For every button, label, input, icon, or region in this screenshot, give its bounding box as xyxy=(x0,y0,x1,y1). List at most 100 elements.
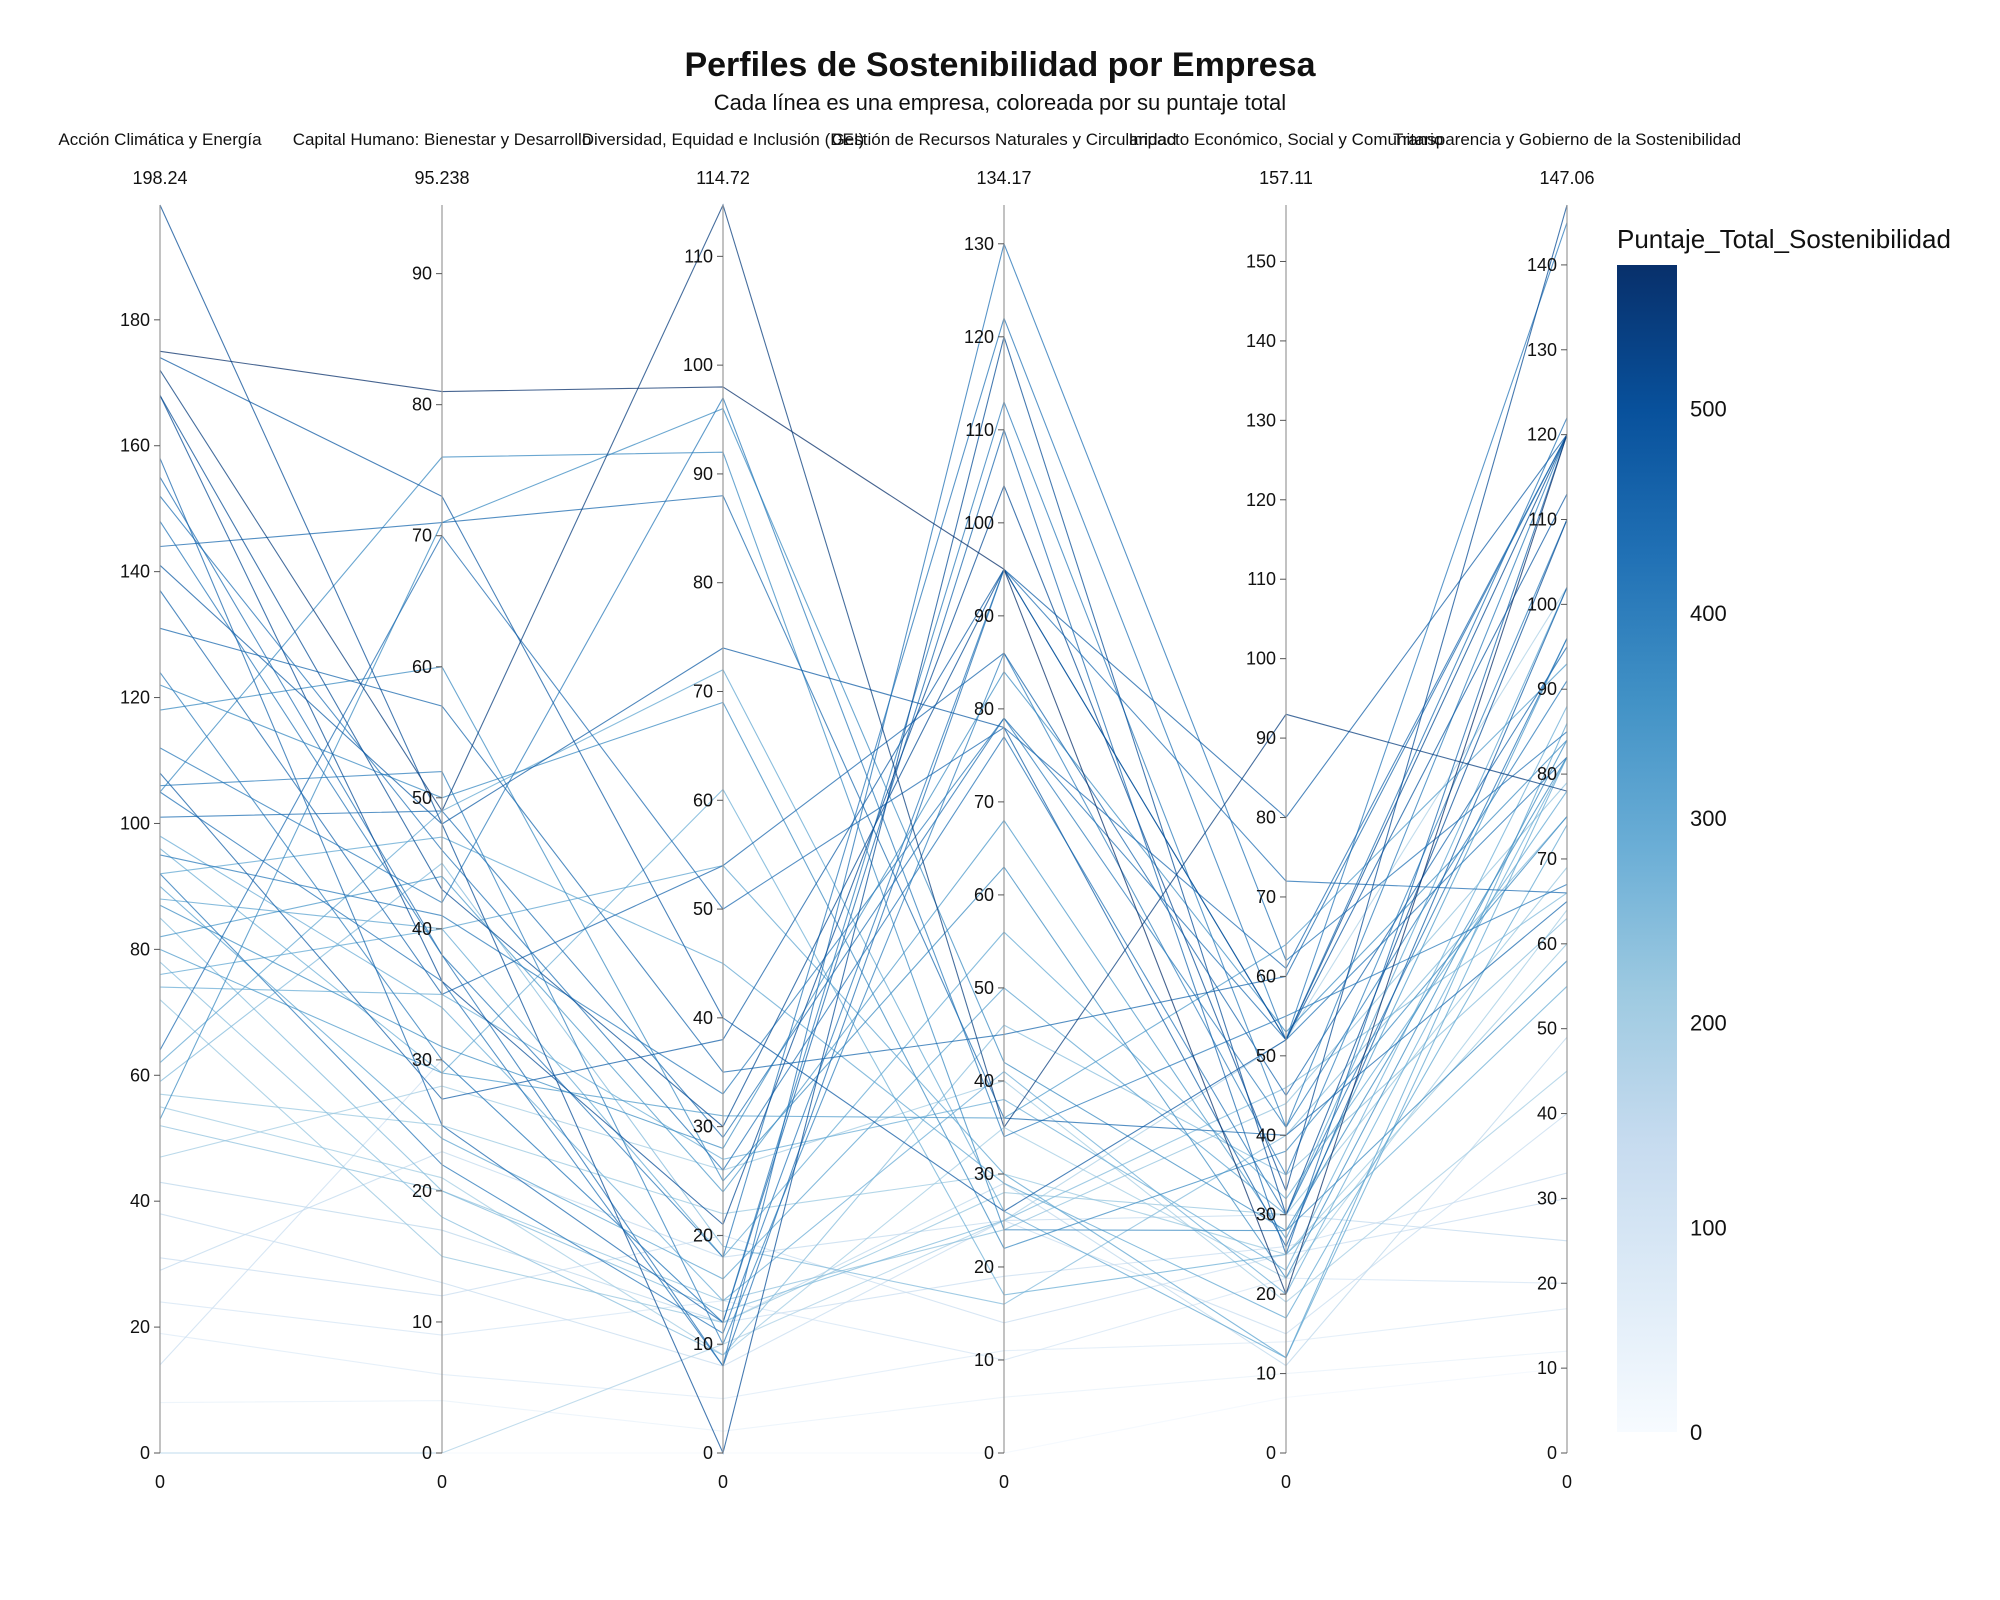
colorbar-gradient xyxy=(1617,265,1677,1432)
axis-max-label: 147.06 xyxy=(1539,168,1594,188)
tick-label: 120 xyxy=(1527,425,1557,445)
tick-label: 90 xyxy=(1537,679,1557,699)
axis-max-label: 198.24 xyxy=(132,168,187,188)
colorbar-tick-label: 200 xyxy=(1690,1011,1727,1036)
axis-title: Acción Climática y Energía xyxy=(58,130,262,149)
tick-label: 120 xyxy=(120,688,150,708)
tick-label: 70 xyxy=(693,681,713,701)
tick-label: 10 xyxy=(1256,1364,1276,1384)
axis-min-label: 0 xyxy=(1281,1472,1291,1492)
company-line-51 xyxy=(159,1277,1568,1361)
tick-label: 160 xyxy=(120,436,150,456)
tick-label: 130 xyxy=(1527,340,1557,360)
axis-title: Gestión de Recursos Naturales y Circular… xyxy=(832,130,1177,149)
company-line-33 xyxy=(159,638,1568,1240)
tick-label: 130 xyxy=(1246,410,1276,430)
tick-label: 60 xyxy=(974,885,994,905)
company-line-34 xyxy=(159,663,1568,1119)
tick-label: 20 xyxy=(1256,1284,1276,1304)
chart-title: Perfiles de Sostenibilidad por Empresa xyxy=(684,46,1316,84)
tick-label: 90 xyxy=(693,464,713,484)
tick-label: 80 xyxy=(974,699,994,719)
axis-4: 0 10 20 30 40 50 60 70 80 90 100 110 120 130 134.17 0 Ge… xyxy=(832,130,1177,1492)
tick-label: 70 xyxy=(1537,849,1557,869)
company-line-31 xyxy=(159,670,1568,1150)
company-line-27 xyxy=(159,222,1568,1335)
axis-min-label: 0 xyxy=(1562,1472,1572,1492)
tick-label: 0 xyxy=(422,1443,432,1463)
tick-label: 40 xyxy=(130,1191,150,1211)
tick-label: 50 xyxy=(693,899,713,919)
company-line-29 xyxy=(159,587,1568,1280)
axis-title: Impacto Económico, Social y Comunitario xyxy=(1129,130,1444,149)
company-line-53 xyxy=(159,1308,1568,1400)
tick-label: 50 xyxy=(412,788,432,808)
company-lines xyxy=(159,203,1568,1455)
tick-label: 110 xyxy=(1247,569,1276,589)
tick-label: 30 xyxy=(412,1050,432,1070)
tick-label: 90 xyxy=(974,606,994,626)
tick-label: 80 xyxy=(1256,808,1276,828)
tick-label: 90 xyxy=(412,264,432,284)
colorbar-tick-label: 0 xyxy=(1690,1420,1702,1445)
company-line-14 xyxy=(159,434,1568,1073)
tick-label: 30 xyxy=(1256,1205,1276,1225)
tick-label: 120 xyxy=(964,327,994,347)
axis-title: Diversidad, Equidad e Inclusión (DEI) xyxy=(582,130,865,149)
company-line-7 xyxy=(159,428,1568,1324)
tick-label: 40 xyxy=(1256,1125,1276,1145)
tick-label: 0 xyxy=(984,1443,994,1463)
tick-label: 90 xyxy=(1256,728,1276,748)
company-line-16 xyxy=(159,684,1568,1250)
axis-title: Transparencia y Gobierno de la Sostenibi… xyxy=(1393,130,1741,149)
tick-label: 30 xyxy=(974,1164,994,1184)
company-line-4 xyxy=(159,203,1568,1129)
tick-label: 40 xyxy=(693,1008,713,1028)
tick-label: 40 xyxy=(1537,1104,1557,1124)
tick-label: 40 xyxy=(412,919,432,939)
company-line-46 xyxy=(159,1070,1568,1303)
tick-label: 100 xyxy=(683,355,713,375)
tick-label: 100 xyxy=(1527,594,1557,614)
axis-max-label: 157.11 xyxy=(1259,168,1313,188)
company-line-12 xyxy=(159,564,1568,1248)
company-line-18 xyxy=(159,396,1568,1138)
axis-title: Capital Humano: Bienestar y Desarrollo xyxy=(293,130,592,149)
tick-label: 140 xyxy=(120,562,150,582)
company-line-26 xyxy=(159,434,1568,1129)
tick-label: 180 xyxy=(120,310,150,330)
company-line-5 xyxy=(159,395,1568,1128)
company-line-49 xyxy=(159,1197,1568,1324)
company-line-13 xyxy=(159,590,1568,1097)
company-line-42 xyxy=(159,943,1568,1256)
company-line-8 xyxy=(159,476,1568,1368)
company-line-1 xyxy=(159,204,1568,1455)
company-line-55 xyxy=(160,1367,1568,1454)
company-line-11 xyxy=(159,495,1568,1136)
tick-label: 0 xyxy=(140,1443,150,1463)
tick-label: 20 xyxy=(693,1225,713,1245)
tick-label: 0 xyxy=(1266,1443,1276,1463)
tick-label: 110 xyxy=(965,420,994,440)
tick-label: 110 xyxy=(684,246,713,266)
tick-label: 60 xyxy=(130,1065,150,1085)
company-line-28 xyxy=(159,824,1568,1319)
tick-label: 140 xyxy=(1527,255,1557,275)
tick-label: 30 xyxy=(693,1117,713,1137)
axis-3: 0 10 20 30 40 50 60 70 80 90 100 110 114.72 0 Diversid… xyxy=(582,130,865,1492)
tick-label: 60 xyxy=(693,790,713,810)
company-line-10 xyxy=(159,316,1568,1259)
axis-max-label: 134.17 xyxy=(976,168,1031,188)
company-line-25 xyxy=(159,788,1568,1296)
axis-min-label: 0 xyxy=(999,1472,1009,1492)
company-line-47 xyxy=(159,1036,1568,1367)
tick-label: 50 xyxy=(1256,1046,1276,1066)
tick-label: 110 xyxy=(1528,510,1557,530)
tick-label: 40 xyxy=(974,1071,994,1091)
tick-label: 70 xyxy=(974,792,994,812)
company-line-45 xyxy=(159,782,1568,1302)
colorbar-tick-label: 500 xyxy=(1690,396,1727,421)
colorbar-tick-label: 100 xyxy=(1690,1215,1727,1240)
